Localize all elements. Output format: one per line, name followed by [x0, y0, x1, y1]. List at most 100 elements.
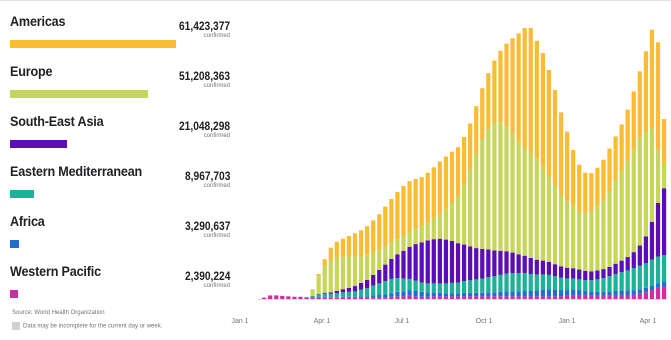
bar-segment [625, 290, 630, 295]
bar-segment [613, 294, 618, 299]
bar-segment [522, 28, 527, 149]
bar-segment [661, 255, 667, 283]
bar-segment [601, 199, 606, 270]
bar-segment [619, 272, 624, 291]
bar-segment [558, 266, 564, 278]
bar-segment [461, 136, 467, 185]
bar-segment [461, 296, 467, 299]
bar-segment [310, 295, 315, 298]
bar-segment [328, 247, 333, 261]
region-row[interactable]: Africa 3,290,637 confirmed [10, 210, 232, 260]
region-row[interactable]: Western Pacific 2,390,224 confirmed [10, 260, 232, 310]
bar-segment [407, 278, 412, 291]
region-confirmed-label: confirmed [203, 183, 230, 189]
bar-segment [437, 292, 442, 297]
region-confirmed-count: 61,423,377 [178, 19, 230, 33]
bar-segment [631, 294, 636, 299]
bar-segment [486, 128, 491, 250]
bar-segment [316, 294, 321, 297]
bar-segment [637, 71, 642, 139]
bar-segment [510, 38, 515, 135]
bar-segment [262, 297, 267, 299]
bar-segment [649, 290, 655, 299]
bar-segment [371, 220, 376, 253]
bar-segment [498, 291, 503, 297]
bar-segment [486, 292, 491, 297]
bar-segment [528, 296, 533, 299]
region-name: Eastern Mediterranean [10, 163, 143, 179]
bar-segment [595, 205, 600, 271]
bar-segment [516, 273, 521, 292]
bar-segment [389, 258, 394, 279]
bar-segment [492, 296, 497, 299]
bar-segment [595, 295, 600, 299]
region-confirmed-label: confirmed [203, 133, 230, 139]
bar-segment [625, 257, 630, 271]
bar-segment [480, 249, 485, 279]
bar-segment [425, 172, 430, 223]
bar-segment [431, 167, 436, 219]
bar-segment [468, 246, 473, 281]
bar-segment [401, 291, 406, 297]
region-row[interactable]: Eastern Mediterranean 8,967,703 confirmed [10, 160, 232, 210]
bar-segment [613, 181, 618, 264]
bar-segment [498, 122, 503, 251]
bar-segment [383, 264, 388, 282]
bar-segment [480, 139, 485, 249]
bar-segment [589, 271, 594, 281]
bar-segment [613, 274, 618, 291]
bar-segment [443, 293, 449, 297]
incomplete-data-text: Data may be incomplete for the current d… [23, 323, 163, 330]
bar-segment [474, 292, 479, 297]
bar-segment [383, 281, 388, 295]
bar-segment [649, 285, 655, 291]
bar-segment [468, 280, 473, 293]
bar-segment [455, 147, 461, 197]
x-tick-label: Jan 1 [231, 318, 248, 325]
bar-segment [358, 297, 364, 299]
bar-segment [383, 246, 388, 265]
region-row[interactable]: Americas 61,423,377 confirmed [10, 10, 232, 60]
bar-segment [310, 289, 315, 296]
bar-segment [401, 278, 406, 292]
bar-segment [510, 296, 515, 299]
bar-segment [468, 296, 473, 299]
bar-segment [449, 203, 455, 241]
region-share-bar [10, 190, 34, 198]
bar-segment [340, 292, 346, 297]
bar-segment [577, 279, 582, 291]
bar-segment [377, 269, 382, 284]
bar-segment [504, 251, 509, 274]
bar-segment [595, 270, 600, 280]
bar-segment [589, 173, 594, 212]
bar-segment [510, 291, 515, 297]
bar-segment [395, 296, 400, 299]
bar-segment [613, 263, 618, 274]
bar-segment [619, 260, 624, 273]
bar-segment [419, 282, 424, 292]
bar-segment [564, 131, 570, 201]
bar-segment [643, 131, 648, 237]
bar-segment [431, 292, 436, 297]
bar-segment [540, 274, 545, 290]
bar-segment [655, 283, 661, 288]
bar-segment [601, 269, 606, 279]
bar-segment [413, 280, 418, 291]
region-row[interactable]: Europe 51,208,363 confirmed [10, 60, 232, 110]
bar-segment [655, 149, 661, 204]
bar-segment [334, 293, 339, 298]
bar-segment [407, 181, 412, 233]
bar-segment [552, 289, 558, 297]
bar-segment [455, 196, 461, 244]
bar-segment [461, 281, 467, 293]
bar-segment [510, 134, 515, 253]
bar-segment [401, 250, 406, 279]
bar-segment [528, 274, 533, 291]
bar-segment [619, 290, 624, 295]
incomplete-swatch-icon [12, 322, 20, 330]
bar-segment [340, 297, 346, 299]
region-confirmed-label: confirmed [203, 233, 230, 239]
bar-segment [516, 142, 521, 255]
bar-segment [461, 292, 467, 297]
region-row[interactable]: South-East Asia 21,048,298 confirmed [10, 110, 232, 160]
